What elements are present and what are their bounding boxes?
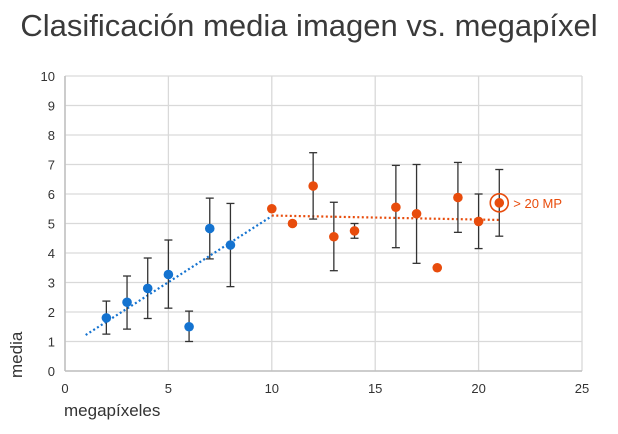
data-point (267, 203, 277, 214)
y-tick-label: 0 (48, 364, 55, 379)
data-point (453, 192, 463, 203)
y-tick-label: 2 (48, 305, 55, 320)
x-tick-label: 0 (61, 381, 68, 396)
data-points (101, 181, 505, 332)
data-point (391, 202, 401, 213)
data-point (101, 313, 112, 323)
data-point (142, 283, 153, 294)
x-tick-label: 25 (575, 381, 589, 396)
y-tick-label: 9 (48, 99, 55, 114)
x-axis-label: megapíxeles (64, 401, 160, 420)
y-tick-label: 6 (48, 187, 55, 202)
data-point (225, 240, 236, 250)
x-tick-label: 10 (265, 381, 279, 396)
y-tick-label: 10 (41, 69, 55, 84)
trendline (85, 215, 273, 336)
x-tick-label: 20 (471, 381, 485, 396)
x-tick-label: 5 (165, 381, 172, 396)
tick-labels: 0 1 2 3 4 5 6 7 8 9 10 0 5 10 15 20 25 (41, 69, 590, 396)
data-point (494, 198, 505, 208)
annotation-label: > 20 MP (513, 196, 562, 211)
y-axis-label: media (7, 331, 26, 378)
y-tick-label: 3 (48, 276, 55, 291)
data-point (432, 262, 443, 273)
x-tick-label: 15 (368, 381, 382, 396)
y-tick-label: 7 (48, 158, 55, 173)
error-bars (102, 152, 504, 343)
data-point (122, 297, 132, 308)
data-point (163, 269, 174, 280)
data-point (411, 208, 422, 219)
data-point (473, 216, 484, 227)
chart-title: Clasificación media imagen vs. megapíxel (20, 8, 598, 43)
data-point (287, 218, 298, 229)
y-tick-label: 8 (48, 128, 55, 143)
data-point (204, 223, 215, 234)
data-point (329, 231, 339, 242)
annotations: > 20 MP (489, 193, 562, 213)
data-point (308, 181, 318, 191)
trendline (271, 214, 500, 222)
trendlines (85, 214, 500, 336)
y-tick-label: 1 (48, 335, 55, 350)
y-tick-label: 5 (48, 217, 55, 232)
highlight-ring (489, 193, 510, 213)
data-point (349, 226, 360, 236)
y-tick-label: 4 (48, 246, 55, 261)
data-point (184, 321, 194, 332)
grid (64, 75, 583, 372)
